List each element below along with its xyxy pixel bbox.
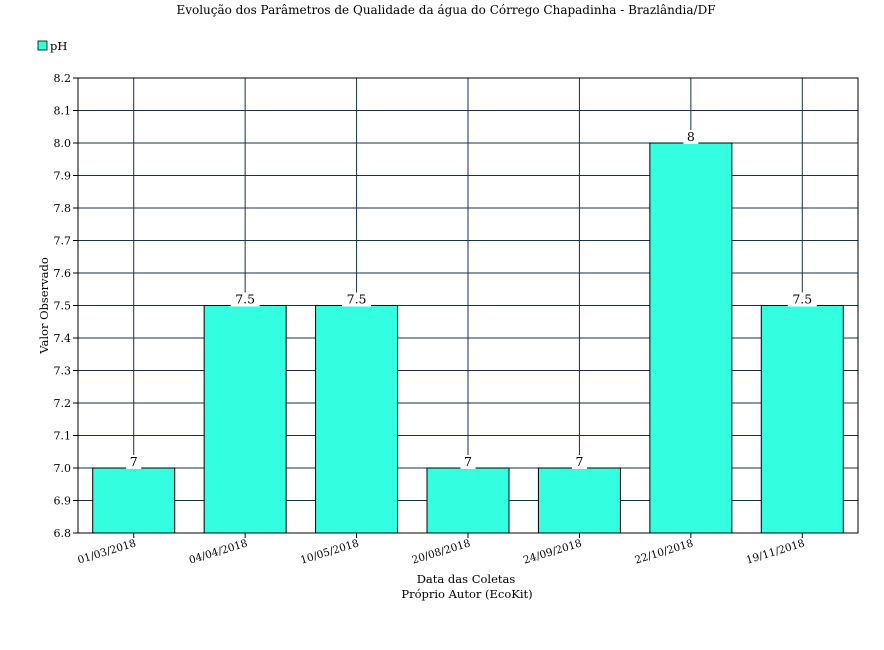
bar-20-08-2018 [426,467,510,534]
data-label: 7.5 [347,292,367,307]
data-label-bg [460,455,476,469]
y-tick-label: 7.5 [54,300,72,313]
x-tick-label: 01/03/2018 [76,537,137,566]
y-tick-label: 7.6 [54,267,72,280]
chart-title: Evolução dos Parâmetros de Qualidade da … [176,3,715,17]
x-tick-label: 19/11/2018 [745,537,806,566]
x-tick-label: 04/04/2018 [188,537,249,566]
bars [92,142,844,534]
y-tick-label: 6.9 [54,495,72,508]
bar-22-10-2018 [649,142,733,534]
data-label: 7 [575,454,583,469]
x-tick-label: 10/05/2018 [299,537,360,566]
y-tick-label: 7.0 [54,462,72,475]
data-label-bg [787,292,817,307]
data-label: 7 [130,454,138,469]
x-axis-label: Data das Coletas [417,572,516,586]
y-tick-label: 7.7 [54,235,72,248]
bar-01-03-2018 [92,467,176,534]
y-tick-label: 7.3 [54,365,72,378]
y-axis-ticks: 6.8 6.9 7.0 7.1 7.2 7.3 7.4 7.5 7.6 7.7 7.8 7.9 8.0 8… [54,72,78,540]
data-label: 8 [687,129,695,144]
data-label: 7.5 [792,292,812,307]
y-tick-label: 7.2 [54,397,72,410]
x-axis-ticks: 01/03/2018 04/04/2018 10/05/2018 20/08/2018… [76,533,806,567]
x-tick-label: 24/09/2018 [522,537,583,566]
bar-19-11-2018 [760,305,844,534]
chart-source-note: Próprio Autor (EcoKit) [401,587,532,601]
legend-label-ph: pH [50,39,67,53]
legend-swatch-ph [37,40,48,51]
y-tick-label: 8.1 [54,105,72,118]
y-axis-label: Valor Observado [37,257,51,355]
x-tick-label: 22/10/2018 [633,537,694,566]
y-tick-label: 7.9 [54,170,72,183]
x-tick-label: 20/08/2018 [410,537,471,566]
data-label: 7.5 [235,292,255,307]
legend: pH [37,39,67,53]
data-label-bg [683,130,699,144]
y-tick-label: 6.8 [54,527,72,540]
data-label: 7 [464,454,472,469]
data-label-bg [126,455,142,469]
bar-04-04-2018 [203,305,287,534]
y-tick-label: 8.0 [54,137,72,150]
data-labels: 7 7.5 7.5 7 7 8 7.5 [126,129,817,469]
bar-24-09-2018 [537,467,621,534]
bar-10-05-2018 [315,305,399,534]
plot-area-border [77,77,859,534]
y-tick-label: 7.1 [54,430,72,443]
data-label-bg [230,292,260,307]
data-label-bg [571,455,587,469]
y-tick-label: 8.2 [54,72,72,85]
y-tick-label: 7.8 [54,202,72,215]
data-label-bg [342,292,372,307]
y-tick-label: 7.4 [54,332,72,345]
